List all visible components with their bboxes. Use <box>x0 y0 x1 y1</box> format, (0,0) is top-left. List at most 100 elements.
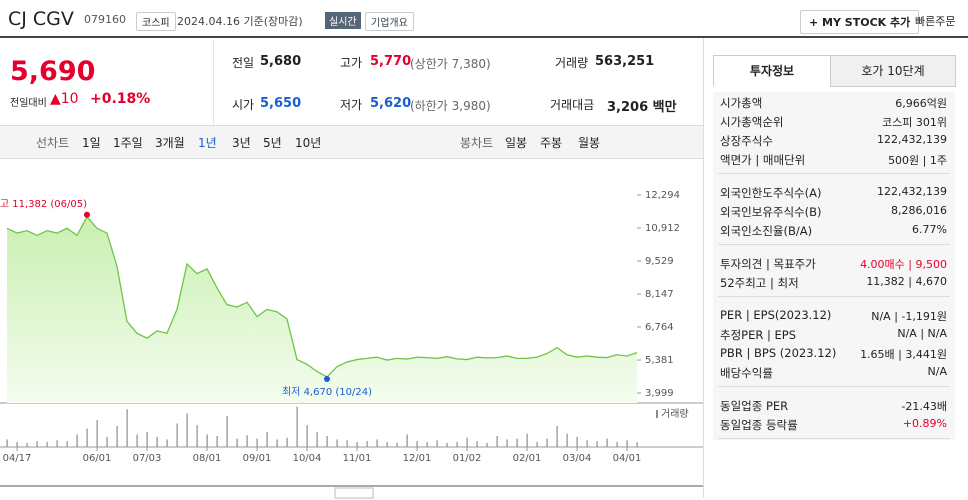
x-tick-label: 06/01 <box>83 453 112 464</box>
x-tick-label: 11/01 <box>343 453 372 464</box>
x-tick-label: 04/17 <box>3 453 32 464</box>
mystock-button[interactable]: + MY STOCK 추가 <box>800 10 920 34</box>
period-tab[interactable]: 월봉 <box>578 136 601 150</box>
group-divider <box>718 386 950 387</box>
tab-label: 봉차트 <box>460 136 494 150</box>
divider <box>0 125 703 126</box>
volume-bar <box>216 436 218 447</box>
volume-bar <box>376 439 378 447</box>
divider <box>213 40 214 125</box>
chart: 3,999 5,381 6,764 8,147 9,529 10,912 12,294 최고 … <box>0 190 703 499</box>
volume-bar <box>196 425 198 447</box>
y-tick-label: 6,764 <box>645 322 674 333</box>
change-label: 전일대비 <box>10 98 47 109</box>
x-tick-label: 07/03 <box>133 453 162 464</box>
volume-bar <box>606 438 608 447</box>
price-area <box>7 216 637 403</box>
group-divider <box>718 244 950 245</box>
volume-bar <box>146 431 148 447</box>
volume-bar <box>626 440 628 447</box>
date: 2024.04.16 기준(장마감) <box>177 15 303 28</box>
info-value: +0.89% <box>902 417 947 430</box>
field-value: 563,251 <box>595 54 655 69</box>
low-label: 최저 4,670 (10/24) <box>282 386 372 398</box>
volume-bar <box>466 437 468 447</box>
overview-button[interactable]: 기업개요 <box>365 12 414 31</box>
period-tab[interactable]: 10년 <box>295 136 322 150</box>
x-tick-label: 10/04 <box>293 453 322 464</box>
info-label: 배당수익률 <box>720 366 773 380</box>
period-tab[interactable]: 3개월 <box>155 136 185 150</box>
info-value: 11,382 | 4,670 <box>866 275 947 288</box>
info-value: N/A | -1,191원 <box>871 310 947 323</box>
volume-bar <box>296 406 298 447</box>
volume-bar <box>246 435 248 447</box>
y-tick-label: 8,147 <box>645 289 674 300</box>
period-tab[interactable]: 1일 <box>82 136 101 150</box>
period-tab[interactable]: 일봉 <box>505 136 528 150</box>
volume-bar <box>236 438 238 447</box>
volume-bar <box>396 442 398 447</box>
period-tab[interactable]: 5년 <box>263 136 282 150</box>
field-value: 3,206 백만 <box>607 100 677 115</box>
volume-bar <box>636 442 638 447</box>
volume-bar <box>526 433 528 447</box>
volume-bar <box>486 442 488 447</box>
volume-bar <box>16 441 18 447</box>
period-bar <box>0 126 703 159</box>
info-value: 500원 | 1주 <box>888 154 947 167</box>
info-label: 상장주식수 <box>720 134 773 148</box>
info-value: 122,432,139 <box>877 133 947 146</box>
volume-bar <box>56 440 58 447</box>
volume-legend-swatch <box>656 410 658 418</box>
quick-order[interactable]: 빠른주문 <box>915 15 956 28</box>
volume-bar <box>546 438 548 447</box>
volume-bar <box>186 413 188 447</box>
price-line <box>6 215 638 378</box>
realtime-button[interactable]: 실시간 <box>325 12 361 29</box>
info-label: 액면가 | 매매단위 <box>720 153 806 167</box>
scroll-button[interactable] <box>334 487 374 499</box>
volume-bar <box>26 442 28 447</box>
field-label: 고가 <box>340 56 363 70</box>
field-label: 저가 <box>340 98 363 112</box>
volume-bar <box>476 441 478 447</box>
info-value: 6.77% <box>912 223 947 236</box>
volume-bar <box>506 439 508 447</box>
field-note: (하한가 3,980) <box>410 99 491 113</box>
x-tick-label: 02/01 <box>513 453 542 464</box>
info-label: 시가총액순위 <box>720 115 784 129</box>
volume-bar <box>206 434 208 447</box>
market-badge: 코스피 <box>136 12 176 31</box>
period-tab[interactable]: 1년 <box>198 136 217 150</box>
info-value: -21.43배 <box>901 400 947 413</box>
group-divider <box>718 173 950 174</box>
period-tab[interactable]: 1주일 <box>113 136 143 150</box>
volume-bar <box>6 439 8 447</box>
volume-bar <box>106 436 108 447</box>
info-label: 외국인보유주식수(B) <box>720 205 822 219</box>
info-label: 시가총액 <box>720 96 763 110</box>
info-label: 추정PER | EPS <box>720 328 797 342</box>
side-tab[interactable]: 투자정보 <box>713 55 831 86</box>
x-tick-label: 09/01 <box>243 453 272 464</box>
x-tick-label: 08/01 <box>193 453 222 464</box>
volume-bar <box>346 440 348 447</box>
info-label: 52주최고 | 최저 <box>720 276 799 290</box>
volume-bar <box>536 441 538 447</box>
volume-bar <box>556 426 558 447</box>
info-value: 122,432,139 <box>877 185 947 198</box>
volume-bar <box>416 441 418 447</box>
info-label: 외국인한도주식수(A) <box>720 186 822 200</box>
volume-bar <box>516 438 518 447</box>
info-value: N/A | N/A <box>897 327 947 340</box>
volume-bar <box>226 415 228 447</box>
high-marker <box>84 211 90 218</box>
volume-bar <box>456 441 458 447</box>
side-tab[interactable]: 호가 10단계 <box>830 55 956 87</box>
period-tab[interactable]: 주봉 <box>540 136 563 150</box>
volume-bar <box>76 434 78 447</box>
volume-bar <box>286 437 288 447</box>
period-tab[interactable]: 3년 <box>232 136 251 150</box>
info-value: 6,966억원 <box>895 97 947 110</box>
